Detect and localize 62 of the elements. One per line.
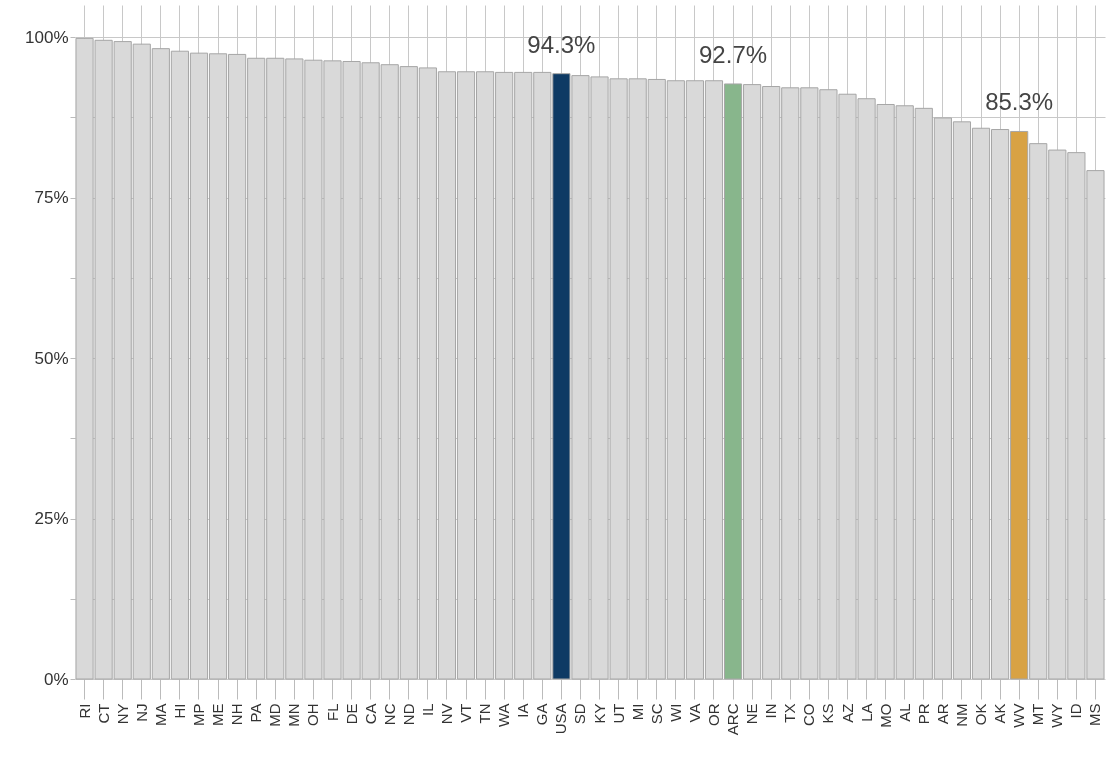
x-tick-label: ND	[399, 703, 417, 726]
x-tick-label: NE	[743, 703, 761, 725]
x-tick-label: NY	[113, 703, 131, 725]
x-tick-label: WY	[1048, 703, 1066, 728]
x-tick-label: PA	[247, 703, 265, 723]
x-tick-label: NH	[228, 703, 246, 726]
x-tick-label: RI	[75, 703, 93, 719]
x-tick-label: TN	[476, 703, 494, 724]
x-tick-label: MA	[151, 703, 169, 726]
x-tick-label: MN	[285, 703, 303, 727]
x-tick-label: AR	[933, 703, 951, 725]
x-tick-label: OK	[972, 703, 990, 726]
x-tick-label: AL	[895, 703, 913, 722]
y-tick-label: 100%	[25, 27, 69, 47]
x-tick-label: IL	[418, 703, 436, 717]
x-tick-label: MT	[1029, 703, 1047, 726]
x-tick-label: OR	[704, 703, 722, 726]
x-tick-label: SC	[647, 703, 665, 725]
x-tick-label: HI	[170, 703, 188, 719]
x-tick-label: WA	[495, 703, 513, 728]
x-tick-label: SD	[571, 703, 589, 725]
data-label: 94.3%	[527, 30, 596, 58]
x-tick-label: FL	[323, 703, 341, 722]
x-tick-label: USA	[552, 703, 570, 735]
x-tick-label: CT	[94, 703, 112, 724]
x-tick-label: MI	[628, 703, 646, 721]
x-tick-label: WV	[1010, 703, 1028, 728]
x-tick-label: MS	[1086, 703, 1104, 726]
x-tick-label: VT	[457, 703, 475, 723]
x-tick-label: LA	[857, 703, 875, 722]
data-label: 85.3%	[985, 88, 1054, 116]
x-tick-label: UT	[609, 703, 627, 724]
x-tick-label: VA	[685, 703, 703, 723]
x-tick-label: MO	[876, 703, 894, 728]
x-tick-label: NJ	[132, 703, 150, 722]
x-tick-label: ARC	[724, 703, 742, 736]
x-tick-label: IA	[514, 703, 532, 718]
x-tick-label: AK	[991, 703, 1009, 724]
y-tick-label: 0%	[43, 669, 69, 689]
x-tick-label: WI	[666, 703, 684, 722]
x-tick-label: TX	[781, 703, 799, 723]
x-tick-label: MP	[189, 703, 207, 726]
x-tick-label: CA	[361, 703, 379, 725]
x-tick-label: CO	[800, 703, 818, 726]
y-tick-label: 50%	[34, 348, 69, 368]
x-tick-label: PR	[914, 703, 932, 725]
data-label: 92.7%	[699, 40, 768, 68]
x-tick-label: NC	[380, 703, 398, 726]
x-tick-label: MD	[266, 703, 284, 727]
y-tick-label: 75%	[34, 188, 69, 208]
x-tick-label: DE	[342, 703, 360, 725]
x-tick-label: KY	[590, 703, 608, 724]
x-tick-label: OH	[304, 703, 322, 726]
y-tick-label: 25%	[34, 509, 69, 529]
x-tick-label: NM	[952, 703, 970, 727]
x-tick-label: NV	[437, 703, 455, 725]
x-tick-label: GA	[533, 703, 551, 726]
x-tick-label: ID	[1067, 703, 1085, 719]
x-tick-label: KS	[819, 703, 837, 724]
x-tick-label: ME	[209, 703, 227, 726]
x-tick-label: IN	[762, 703, 780, 719]
x-tick-label: AZ	[838, 703, 856, 723]
